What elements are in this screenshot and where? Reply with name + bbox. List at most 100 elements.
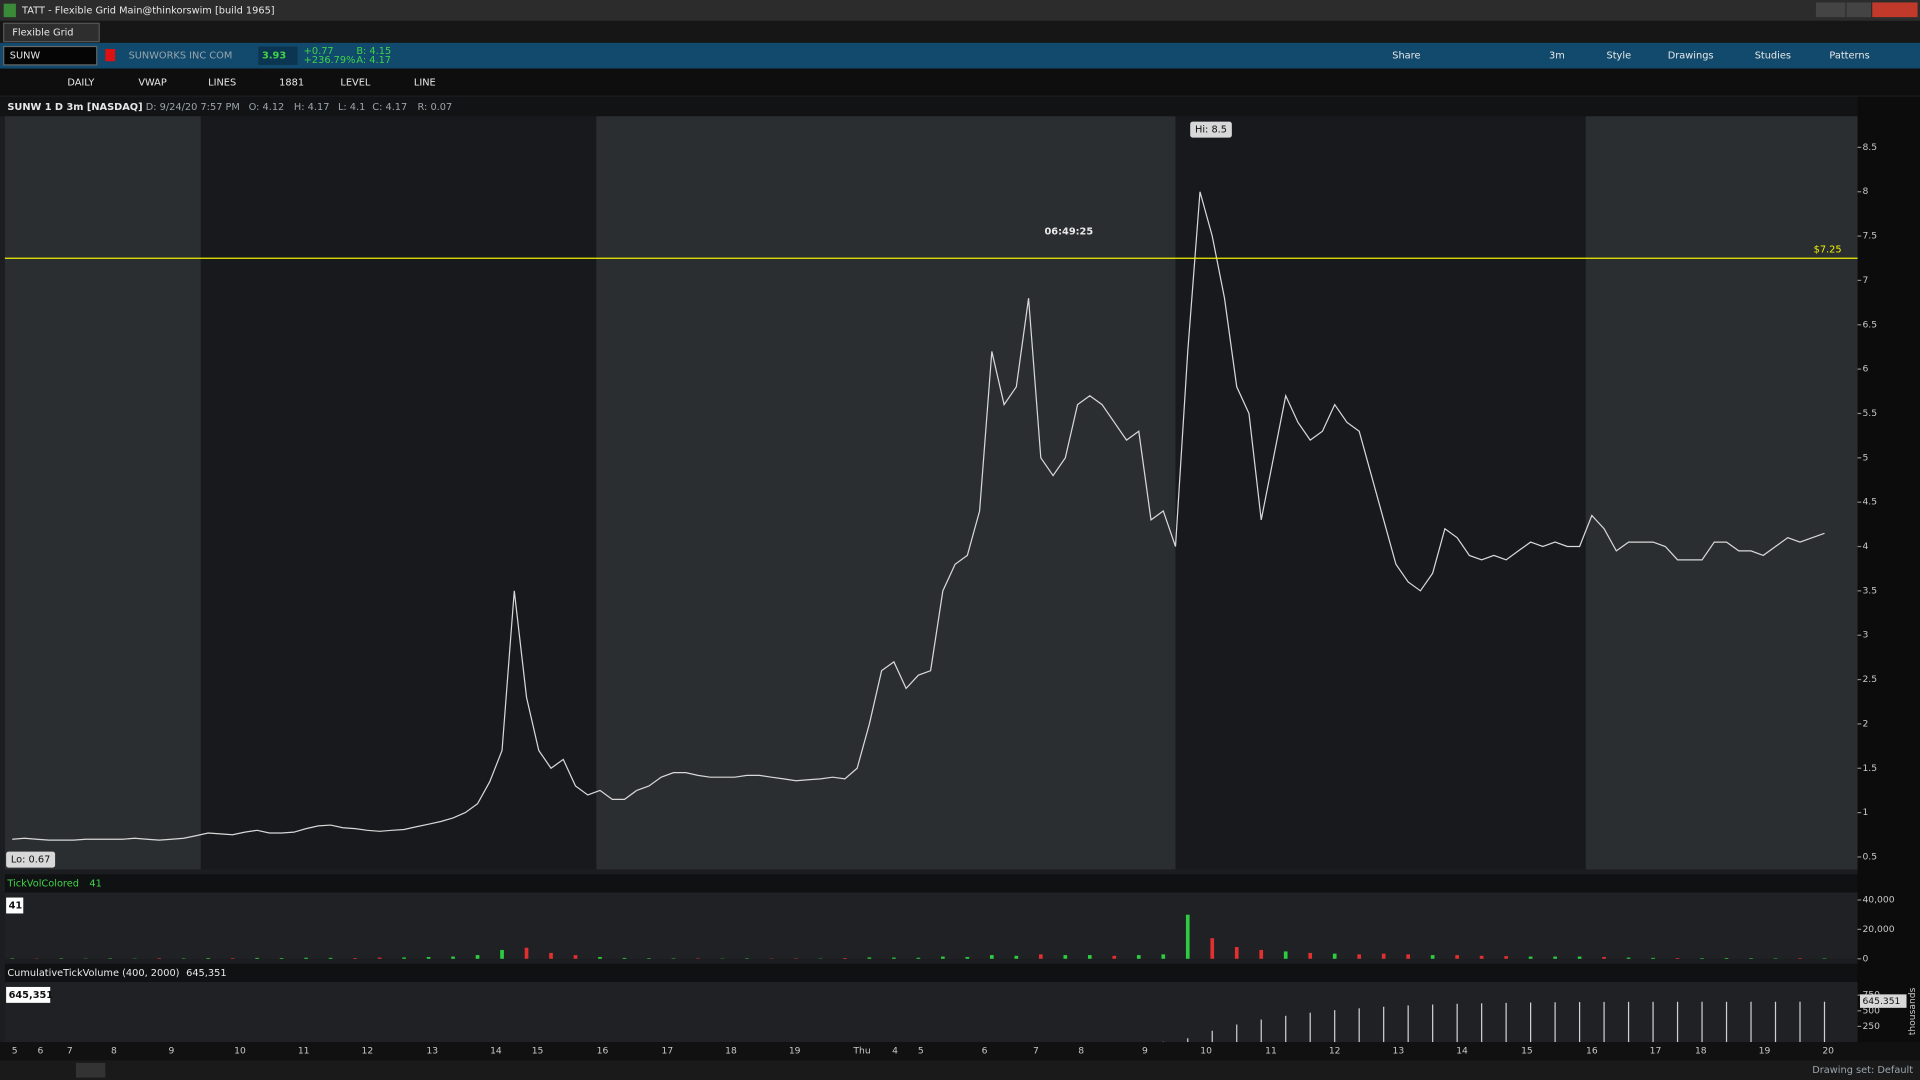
x-tick-label: 18 [1695, 1046, 1707, 1057]
toolbar-button[interactable]: Share [1392, 51, 1420, 62]
last-box [258, 46, 298, 65]
cursor-time: 06:49:25 [1044, 226, 1093, 237]
volume-bar [1626, 957, 1631, 959]
volume-bar [353, 958, 357, 959]
cum-volume-bar [1627, 1001, 1630, 1043]
study-button[interactable]: VWAP [138, 78, 167, 89]
volume-bar [1504, 956, 1508, 959]
volume-bar [279, 958, 284, 959]
volume-bar [1724, 958, 1729, 959]
x-tick-label: 10 [1200, 1046, 1212, 1057]
volume-bar [304, 957, 308, 959]
value-badge-text: 41 [9, 901, 23, 912]
volume-panel [4, 892, 1858, 959]
header-field: R: 0.07 [418, 102, 453, 113]
session-band [596, 116, 1176, 870]
cum-volume-bar [1823, 1001, 1826, 1043]
volume-bar [524, 947, 529, 959]
volume-bar [402, 957, 406, 959]
x-tick-label: 15 [1521, 1046, 1533, 1057]
y-tick-label: 3.5 [1862, 585, 1877, 596]
x-tick-label: 8 [1078, 1046, 1084, 1057]
y-tick-label: 250 [1862, 1021, 1880, 1032]
tab-row [0, 20, 1920, 43]
y-tick-label: 500 [1862, 1005, 1880, 1016]
study-title: CumulativeTickVolume (400, 2000) [7, 968, 179, 979]
company-name: SUNWORKS INC COM [129, 51, 233, 62]
y-tick-label: 0.5 [1862, 851, 1877, 862]
cum-volume-bar [1554, 1002, 1556, 1043]
toolbar-button[interactable]: Drawings [1668, 51, 1714, 62]
volume-bar [377, 957, 382, 959]
x-tick-label: 4 [892, 1046, 898, 1057]
minimize-button[interactable] [1815, 2, 1846, 18]
cum-volume-bar [1456, 1003, 1458, 1043]
toolbar-button[interactable]: Style [1607, 51, 1632, 62]
volume-bar [1136, 955, 1141, 959]
volume-bar [206, 958, 210, 959]
volume-bar [1332, 953, 1337, 959]
collapse-button[interactable] [75, 1062, 106, 1078]
symbol[interactable]: SUNW [10, 51, 41, 62]
close-button[interactable] [1872, 2, 1918, 18]
study-button[interactable]: LINES [208, 78, 236, 89]
cum-volume-bar [1407, 1005, 1409, 1043]
maximize-button[interactable] [1846, 2, 1872, 18]
volume-bar [1014, 955, 1019, 959]
x-tick-label: 10 [234, 1046, 246, 1057]
y-tick-label: 2 [1862, 718, 1868, 729]
volume-bar [573, 955, 578, 959]
y-tick-label: 8.5 [1862, 142, 1877, 153]
x-tick-label: 9 [1142, 1046, 1148, 1057]
volume-bar [1749, 958, 1753, 959]
toolbar-button[interactable]: Patterns [1829, 51, 1869, 62]
study-button[interactable]: DAILY [67, 78, 94, 89]
y-tick-label: 4.5 [1862, 497, 1877, 508]
study-button[interactable]: LINE [414, 78, 436, 89]
header-field: SUNW 1 D 3m [NASDAQ] [7, 102, 142, 113]
high-bubble [1190, 121, 1232, 138]
value-badge-text: 645,351 [9, 990, 54, 1001]
cum-volume-bar [1309, 1012, 1311, 1043]
volume-bar [965, 957, 970, 959]
volume-bar [1063, 955, 1068, 959]
volume-bar [1651, 957, 1655, 959]
net-change: +0.77 [304, 46, 334, 57]
symbol-input[interactable] [3, 45, 98, 66]
current-bubble [1860, 994, 1907, 1008]
cum-volume-bar [1211, 1030, 1213, 1043]
x-tick-label: 7 [67, 1046, 73, 1057]
cum-volume-bar [1432, 1004, 1434, 1043]
x-tick-label: 16 [1586, 1046, 1598, 1057]
study-button[interactable]: 1881 [279, 78, 304, 89]
volume-bar [500, 949, 504, 959]
y-tick-label: 1.5 [1862, 763, 1877, 774]
header-field: D: 9/24/20 7:57 PM [146, 102, 240, 113]
header-field: O: 4.12 [249, 102, 285, 113]
study-button[interactable]: LEVEL [340, 78, 371, 89]
tab-label[interactable]: Flexible Grid [12, 27, 73, 38]
ask: A: 4.17 [356, 55, 391, 66]
x-tick-label: 18 [725, 1046, 737, 1057]
toolbar-button[interactable]: Studies [1755, 51, 1791, 62]
x-tick-label: 6 [37, 1046, 43, 1057]
x-tick-label: 11 [298, 1046, 310, 1057]
study-value: 645,351 [186, 968, 226, 979]
status-bar [0, 1060, 1920, 1080]
volume-bar [475, 955, 480, 959]
volume-bar [1430, 955, 1435, 959]
cum-volume-bar [1285, 1015, 1287, 1043]
session-band [1175, 116, 1586, 870]
y-tick-label: 20,000 [1862, 924, 1894, 935]
x-tick-label: 20 [1822, 1046, 1834, 1057]
volume-bar [990, 955, 994, 959]
header-field: H: 4.17 [294, 102, 330, 113]
cum-volume-bar [1505, 1002, 1507, 1043]
cum-volume-bar [1725, 1001, 1728, 1043]
drawing-set: Drawing set: Default [1812, 1065, 1913, 1076]
volume-bar [255, 957, 259, 959]
toolbar-button[interactable]: 3m [1549, 51, 1565, 62]
y-tick-label: 40,000 [1862, 894, 1894, 905]
volume-bar [1406, 954, 1410, 959]
tab[interactable] [3, 22, 100, 43]
